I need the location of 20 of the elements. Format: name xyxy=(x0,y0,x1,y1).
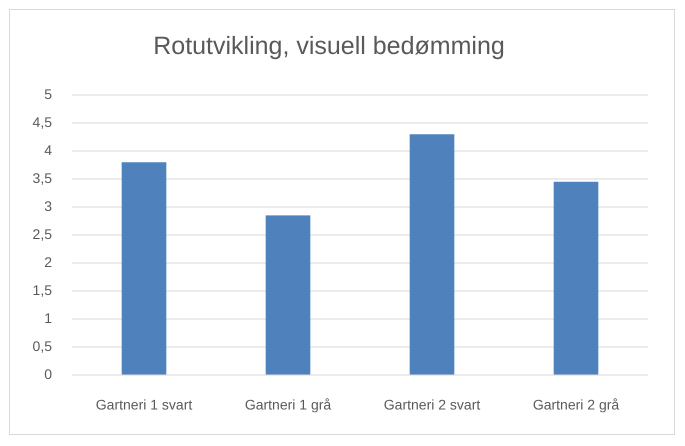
y-tick-label: 2,5 xyxy=(32,226,52,242)
y-tick-label: 4 xyxy=(44,142,52,158)
x-tick-label: Gartneri 1 svart xyxy=(96,396,192,412)
x-tick-label: Gartneri 2 grå xyxy=(532,396,620,412)
y-tick-label: 0,5 xyxy=(32,338,52,354)
x-tick-label: Gartneri 1 grå xyxy=(244,396,332,412)
bar xyxy=(410,134,454,374)
chart-title: Rotutvikling, visuell bedømming xyxy=(153,32,505,60)
x-tick-label: Gartneri 2 svart xyxy=(384,396,480,412)
bar xyxy=(122,162,166,374)
y-tick-label: 1,5 xyxy=(32,282,52,298)
y-tick-label: 2 xyxy=(44,254,52,270)
bar xyxy=(266,215,310,374)
y-tick-label: 4,5 xyxy=(32,114,52,130)
y-tick-label: 1 xyxy=(44,310,52,326)
bar xyxy=(554,182,598,374)
y-tick-label: 3 xyxy=(44,198,52,214)
y-tick-label: 5 xyxy=(44,86,52,102)
y-tick-label: 0 xyxy=(44,366,52,382)
y-tick-label: 3,5 xyxy=(32,170,52,186)
